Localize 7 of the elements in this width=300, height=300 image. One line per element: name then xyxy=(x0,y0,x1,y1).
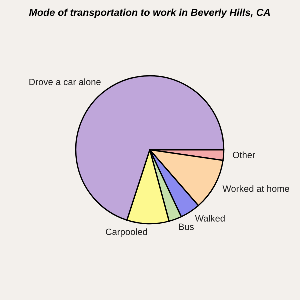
slice-label: Walked xyxy=(195,215,225,222)
slice-label: Bus xyxy=(179,224,194,230)
slice-label: Worked at home xyxy=(222,185,290,192)
chart-title: Mode of transportation to work in Beverly Hills, CA xyxy=(29,8,270,18)
slice-label: Other xyxy=(233,152,256,158)
slice-label: Drove a car alone xyxy=(30,78,101,86)
slice-label: Carpooled xyxy=(106,228,148,238)
